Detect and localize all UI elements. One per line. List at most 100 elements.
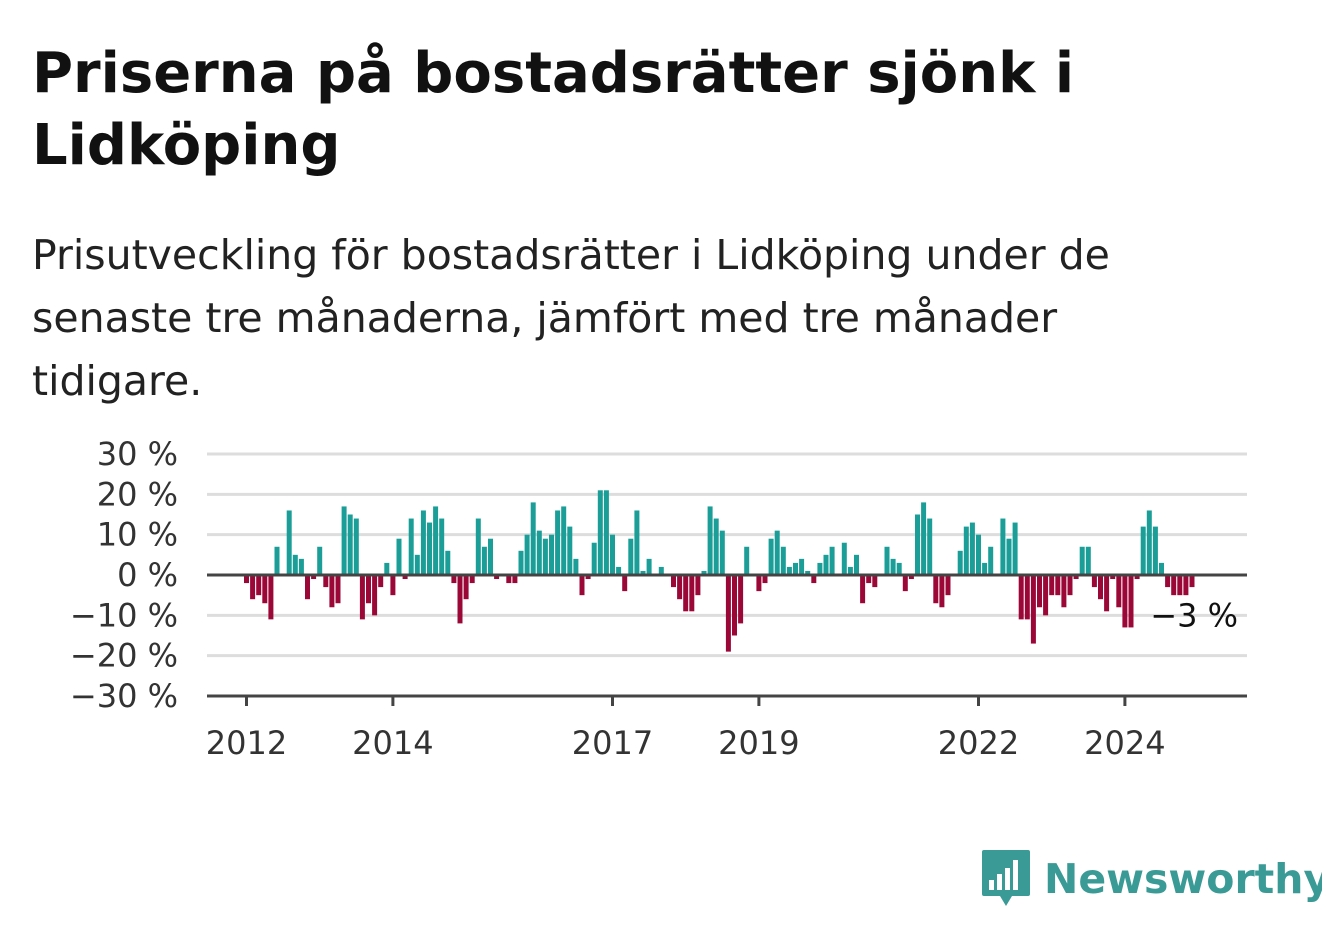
bar [902,575,908,592]
bar [774,530,780,575]
bar [1030,575,1036,644]
x-tick-label: 2012 [206,724,287,762]
bar [622,575,628,592]
bar [780,546,786,575]
x-axis-labels: 2012 2014 2017 2019 2022 2024 [206,696,1166,762]
bar [957,550,963,575]
bar [323,575,329,588]
bar [945,575,951,596]
bar [561,506,567,575]
gridlines [207,452,1247,658]
bar [1128,575,1134,628]
bar [549,534,554,575]
bar [786,566,792,575]
bar [811,575,817,584]
bar [1152,526,1158,575]
bar [939,575,945,608]
bar [469,575,475,584]
bar [725,575,731,652]
bar [707,506,713,575]
bar [463,575,469,600]
bar [805,570,811,575]
bar [268,575,274,620]
bar [298,558,304,575]
bar [1006,538,1012,575]
bar [860,575,866,604]
bar [603,490,609,575]
bar [1055,575,1061,596]
bar [585,575,591,580]
bar [1183,575,1189,596]
bar [1110,575,1116,580]
bar [1067,575,1073,596]
bar [292,554,298,575]
annotations: −3 % [1150,596,1238,634]
brand-name: Newsworthy [1044,855,1322,903]
bar [890,558,896,575]
bar [536,530,542,575]
x-tick-label: 2014 [352,724,433,762]
bar [817,562,823,575]
bar [908,575,914,580]
bars [244,490,1195,652]
bar [341,506,347,575]
bar [1116,575,1122,608]
bar [384,562,390,575]
bar [1159,562,1164,575]
y-tick-label: −20 % [70,637,178,675]
bar [921,502,927,575]
bar [457,575,463,624]
y-tick-label: −10 % [70,596,178,634]
bar [1085,546,1091,575]
y-tick-label: 0 % [117,556,178,594]
bar [1177,575,1183,596]
bar [1189,575,1195,588]
bar [963,526,969,575]
bar [872,575,878,588]
bar [1012,522,1018,575]
bar [988,546,994,575]
bar [634,510,640,575]
bar-chart-speech-bubble-icon [982,850,1030,906]
bar [256,575,262,596]
bar [244,575,249,584]
bar [713,518,719,575]
bar [683,575,689,612]
bar [530,502,536,575]
bar [445,550,451,575]
bar [1134,575,1140,580]
bar [542,538,548,575]
bar [762,575,768,584]
bar [915,514,920,575]
bar [1000,518,1006,575]
bar [335,575,341,604]
bar [793,562,798,575]
bar [610,534,615,575]
bar [640,570,646,575]
bar [976,534,981,575]
bar [1049,575,1055,596]
bar [1140,526,1146,575]
bar [262,575,268,604]
bar [347,514,353,575]
bar [1165,575,1171,588]
bar [701,570,707,575]
bar [884,546,890,575]
y-tick-label: 30 % [97,435,178,473]
bar [427,522,432,575]
bar [744,546,750,575]
bar [408,518,414,575]
bar [1122,575,1128,628]
chart-subtitle: Prisutveckling för bostadsrätter i Lidkö… [32,231,1110,405]
x-tick-label: 2019 [718,724,799,762]
bar [768,538,774,575]
bar [841,542,847,575]
bar [512,575,518,584]
bar [353,518,359,575]
bar [1043,575,1049,616]
bar [366,575,371,604]
bar [927,518,933,575]
bar [390,575,396,596]
y-tick-label: 10 % [97,516,178,554]
bar [506,575,512,584]
